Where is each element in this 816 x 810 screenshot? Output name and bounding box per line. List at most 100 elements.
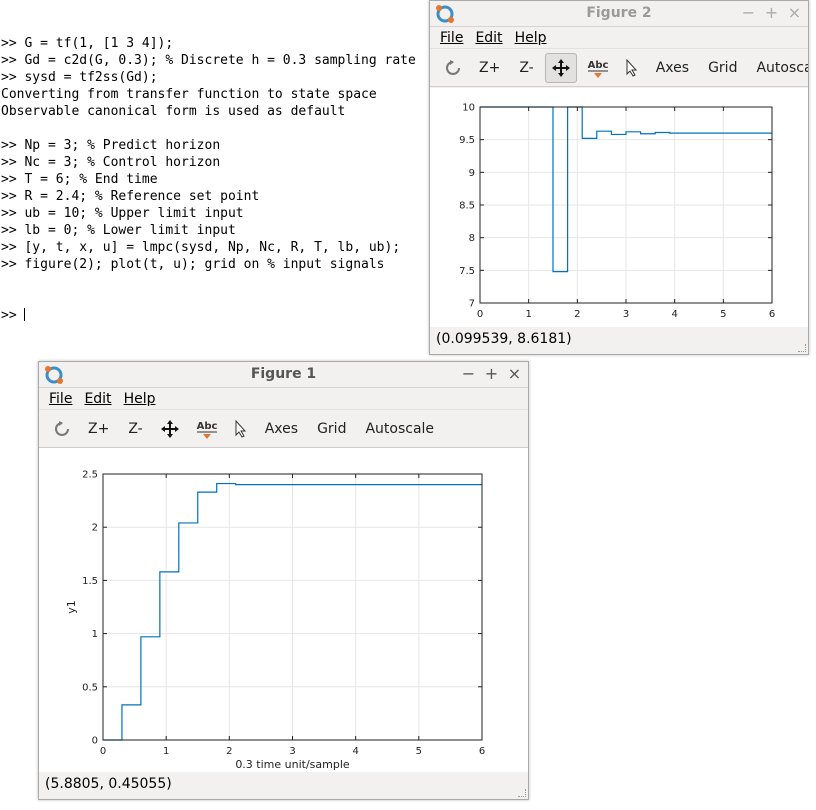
figure-1-plot-area[interactable]: 0 1 2 3 4 5 6 0 0.5 1 1.5 2 2.5 0.3 time unit/sample y… [39, 448, 528, 773]
x-tick-label: 6 [479, 746, 485, 757]
select-button[interactable] [619, 53, 645, 83]
x-tick-label: 4 [352, 746, 358, 757]
axes-button[interactable]: Axes [264, 420, 299, 437]
menu-help[interactable]: Help [124, 391, 156, 407]
text-tool-icon: Abc [587, 60, 608, 78]
pan-button[interactable] [154, 414, 186, 444]
x-tick-label: 0 [477, 309, 483, 320]
terminal-line: >> Nc = 3; % Control horizon [1, 155, 221, 170]
x-axis-label: 0.3 time unit/sample [235, 758, 350, 771]
zoom-out-button[interactable]: Z- [519, 59, 534, 76]
rotate-button[interactable] [438, 53, 468, 83]
text-tool-icon: Abc [196, 421, 217, 439]
terminal[interactable]: >> G = tf(1, [1 3 4]); >> Gd = c2d(G, 0.3… [0, 0, 430, 360]
x-tick-label: 2 [574, 309, 580, 320]
select-button[interactable] [228, 414, 254, 444]
terminal-line: >> sysd = tf2ss(Gd); [1, 70, 158, 85]
grid-button[interactable]: Grid [708, 59, 738, 76]
x-tick-label: 2 [226, 746, 232, 757]
figure-2-chart[interactable]: 0 1 2 3 4 5 6 7 7.5 8 8.5 9 9.5 10 [430, 88, 808, 328]
figure-2-title: Figure 2 [586, 5, 652, 21]
terminal-line: >> Gd = c2d(G, 0.3); % Discrete h = 0.3 … [1, 53, 416, 68]
y-tick-label: 10 [462, 103, 475, 114]
y-tick-label: 8.5 [459, 201, 475, 212]
terminal-prompt-line[interactable]: >> [1, 307, 430, 324]
autoscale-button[interactable]: Autoscale [365, 420, 435, 437]
y-tick-label: 1 [92, 629, 98, 640]
menu-edit-label: Edit [475, 29, 503, 46]
close-button[interactable]: × [787, 3, 802, 22]
menu-file-label: File [440, 29, 464, 46]
y-tick-label: 7 [469, 299, 475, 310]
terminal-line: >> [y, t, x, u] = lmpc(sysd, Np, Nc, R, … [1, 240, 401, 255]
menu-help-label: Help [514, 29, 547, 46]
maximize-button[interactable]: + [764, 3, 779, 22]
terminal-line: >> Np = 3; % Predict horizon [1, 138, 221, 153]
close-button[interactable]: × [507, 364, 522, 383]
axes-button[interactable]: Axes [655, 59, 690, 76]
figure-1-menubar: File Edit Help [39, 388, 528, 410]
figure-1-title: Figure 1 [250, 366, 317, 382]
text-tool-label: Abc [196, 421, 217, 432]
y-tick-label: 2 [92, 523, 98, 534]
insert-text-button[interactable]: Abc [580, 53, 616, 83]
rotate-icon [55, 420, 69, 436]
grid-button[interactable]: Grid [317, 420, 347, 437]
resize-grip[interactable] [518, 789, 526, 797]
menu-edit[interactable]: Edit [475, 30, 502, 46]
terminal-line: >> lb = 0; % Lower limit input [1, 223, 236, 238]
y-tick-label: 0.5 [82, 682, 98, 693]
figure-1-titlebar[interactable]: Figure 1 − + × [39, 362, 528, 388]
text-tool-label: Abc [587, 60, 608, 71]
terminal-line: >> G = tf(1, [1 3 4]); [1, 36, 174, 51]
cursor-coordinates: (5.8805, 0.45055) [45, 776, 172, 792]
terminal-line: >> R = 2.4; % Reference set point [1, 189, 260, 204]
terminal-output: >> G = tf(1, [1 3 4]); >> Gd = c2d(G, 0.3… [1, 35, 430, 273]
figure-2-window[interactable]: Figure 2 − + × File Edit Help Z+ Z- Abc … [429, 0, 809, 355]
x-tick-label: 0 [100, 746, 106, 757]
y-tick-label: 7.5 [459, 266, 475, 277]
menu-help[interactable]: Help [515, 30, 547, 46]
pan-button[interactable] [544, 52, 577, 83]
figure-1-window[interactable]: Figure 1 − + × File Edit Help Z+ Z- Abc … [38, 361, 529, 800]
rotate-button[interactable] [47, 414, 77, 444]
zoom-in-button[interactable]: Z+ [479, 59, 501, 76]
x-tick-label: 3 [289, 746, 295, 757]
text-cursor [24, 308, 26, 321]
y-tick-label: 9.5 [459, 135, 475, 146]
insert-text-button[interactable]: Abc [189, 414, 225, 444]
figure-1-chart[interactable]: 0 1 2 3 4 5 6 0 0.5 1 1.5 2 2.5 0.3 time unit/sample y… [39, 448, 528, 773]
zoom-in-button[interactable]: Z+ [88, 420, 110, 437]
menu-edit[interactable]: Edit [84, 391, 111, 407]
menu-file[interactable]: File [49, 391, 72, 407]
menu-edit-label: Edit [84, 390, 112, 407]
minimize-button[interactable]: − [461, 364, 476, 383]
figure-2-plot-area[interactable]: 0 1 2 3 4 5 6 7 7.5 8 8.5 9 9.5 10 [430, 88, 808, 328]
minimize-button[interactable]: − [741, 3, 756, 22]
figure-2-titlebar[interactable]: Figure 2 − + × [430, 1, 808, 27]
terminal-line: >> figure(2); plot(t, u); grid on % inpu… [1, 257, 385, 272]
x-tick-label: 4 [671, 309, 677, 320]
x-tick-label: 5 [720, 309, 726, 320]
autoscale-button[interactable]: Autoscale [756, 59, 808, 76]
pointer-icon [626, 58, 637, 77]
terminal-line: Observable canonical form is used as def… [1, 104, 346, 119]
rotate-icon [446, 59, 460, 75]
pan-icon [551, 58, 570, 77]
figure-2-status-bar: (0.099539, 8.6181) [430, 327, 808, 354]
resize-grip[interactable] [798, 344, 806, 352]
terminal-prompt: >> [1, 308, 25, 323]
terminal-line [1, 120, 430, 137]
x-tick-label: 6 [769, 309, 775, 320]
pointer-icon [235, 419, 246, 438]
x-tick-label: 3 [623, 309, 629, 320]
zoom-out-button[interactable]: Z- [128, 420, 143, 437]
menu-file[interactable]: File [440, 30, 463, 46]
figure-2-menubar: File Edit Help [430, 27, 808, 49]
octave-logo-icon [436, 5, 454, 23]
x-tick-label: 1 [525, 309, 531, 320]
cursor-coordinates: (0.099539, 8.6181) [436, 331, 572, 347]
y-axis-label: y1 [65, 600, 78, 614]
y-tick-label: 0 [92, 736, 98, 747]
maximize-button[interactable]: + [484, 364, 499, 383]
